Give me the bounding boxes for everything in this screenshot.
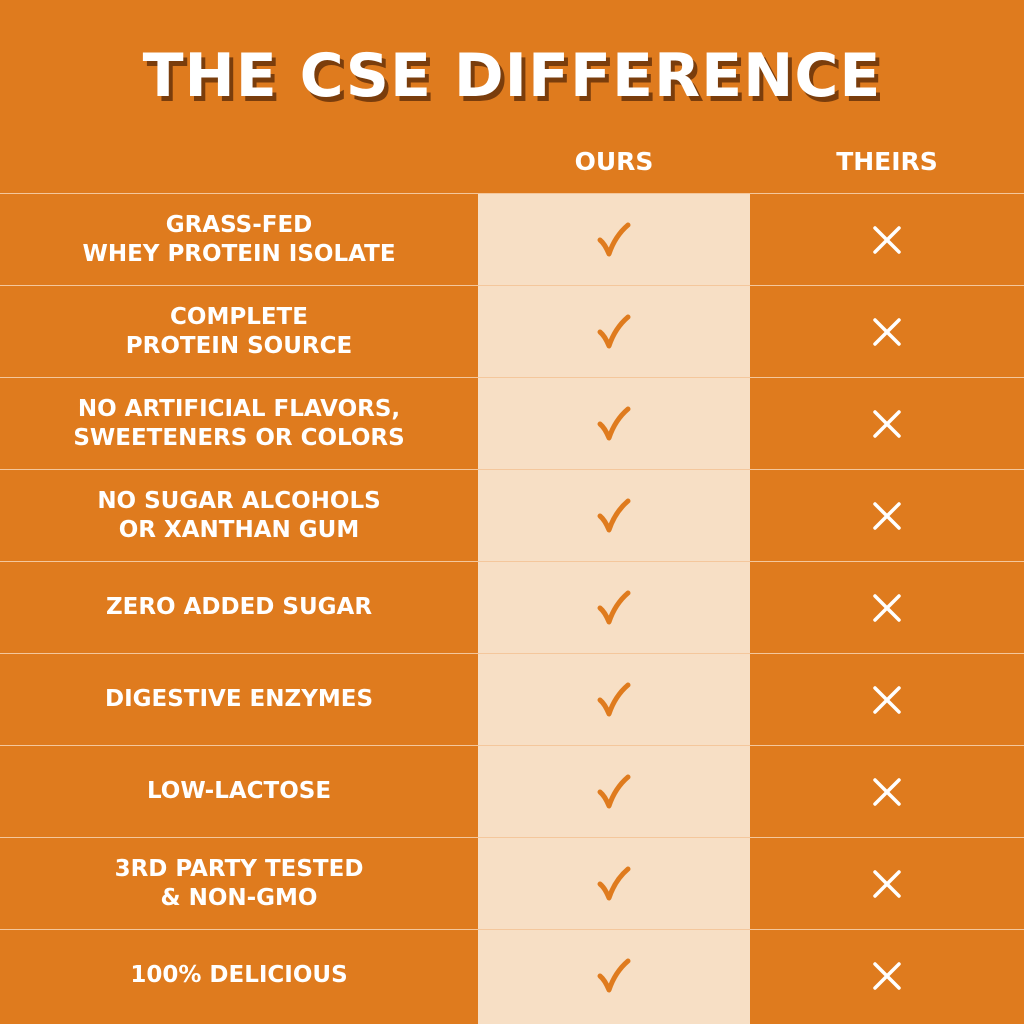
checkmark-icon bbox=[597, 222, 631, 256]
checkmark-icon bbox=[597, 498, 631, 532]
row-label: DIGESTIVE ENZYMES bbox=[104, 686, 374, 712]
row-label: NO SUGAR ALCOHOLS OR XANTHAN GUM bbox=[97, 487, 381, 543]
row-label: NO ARTIFICIAL FLAVORS, SWEETENERS OR COL… bbox=[73, 395, 405, 451]
table-row: NO SUGAR ALCOHOLS OR XANTHAN GUM bbox=[0, 469, 1024, 561]
ours-cell bbox=[478, 746, 750, 837]
ours-cell bbox=[478, 838, 750, 929]
theirs-cell bbox=[750, 746, 1024, 837]
checkmark-icon bbox=[597, 406, 631, 440]
theirs-cell bbox=[750, 470, 1024, 561]
table-row: 100% DELICIOUS bbox=[0, 929, 1024, 1021]
theirs-cell bbox=[750, 562, 1024, 653]
ours-cell bbox=[478, 562, 750, 653]
table-row: ZERO ADDED SUGAR bbox=[0, 561, 1024, 653]
cross-icon bbox=[873, 777, 901, 806]
theirs-cell bbox=[750, 194, 1024, 285]
comparison-table: GRASS-FED WHEY PROTEIN ISOLATE COMPLETE P… bbox=[0, 193, 1024, 1021]
checkmark-icon bbox=[597, 314, 631, 348]
table-row: NO ARTIFICIAL FLAVORS, SWEETENERS OR COL… bbox=[0, 377, 1024, 469]
table-row: DIGESTIVE ENZYMES bbox=[0, 653, 1024, 745]
cross-icon bbox=[873, 869, 901, 898]
row-label: COMPLETE PROTEIN SOURCE bbox=[125, 303, 353, 359]
checkmark-icon bbox=[597, 682, 631, 716]
cross-icon bbox=[873, 961, 901, 990]
checkmark-icon bbox=[597, 590, 631, 624]
cross-icon bbox=[873, 501, 901, 530]
row-label: LOW-LACTOSE bbox=[146, 778, 332, 804]
cross-icon bbox=[873, 225, 901, 254]
theirs-cell bbox=[750, 286, 1024, 377]
row-label: GRASS-FED WHEY PROTEIN ISOLATE bbox=[82, 211, 396, 267]
ours-cell bbox=[478, 470, 750, 561]
column-header-ours: OURS bbox=[574, 147, 654, 176]
checkmark-icon bbox=[597, 866, 631, 900]
table-row: LOW-LACTOSE bbox=[0, 745, 1024, 837]
theirs-cell bbox=[750, 378, 1024, 469]
row-label: 3RD PARTY TESTED & NON-GMO bbox=[114, 855, 364, 911]
ours-cell bbox=[478, 930, 750, 1021]
cross-icon bbox=[873, 409, 901, 438]
theirs-cell bbox=[750, 654, 1024, 745]
table-row: COMPLETE PROTEIN SOURCE bbox=[0, 285, 1024, 377]
checkmark-icon bbox=[597, 774, 631, 808]
ours-cell bbox=[478, 194, 750, 285]
theirs-cell bbox=[750, 838, 1024, 929]
row-label: ZERO ADDED SUGAR bbox=[105, 594, 373, 620]
ours-cell bbox=[478, 378, 750, 469]
page-title: THE CSE DIFFERENCE bbox=[142, 41, 882, 111]
ours-cell bbox=[478, 654, 750, 745]
table-row: 3RD PARTY TESTED & NON-GMO bbox=[0, 837, 1024, 929]
checkmark-icon bbox=[597, 958, 631, 992]
cross-icon bbox=[873, 685, 901, 714]
cross-icon bbox=[873, 317, 901, 346]
row-label: 100% DELICIOUS bbox=[130, 962, 348, 988]
column-header-theirs: THEIRS bbox=[836, 147, 938, 176]
theirs-cell bbox=[750, 930, 1024, 1021]
table-row: GRASS-FED WHEY PROTEIN ISOLATE bbox=[0, 193, 1024, 285]
cross-icon bbox=[873, 593, 901, 622]
ours-cell bbox=[478, 286, 750, 377]
